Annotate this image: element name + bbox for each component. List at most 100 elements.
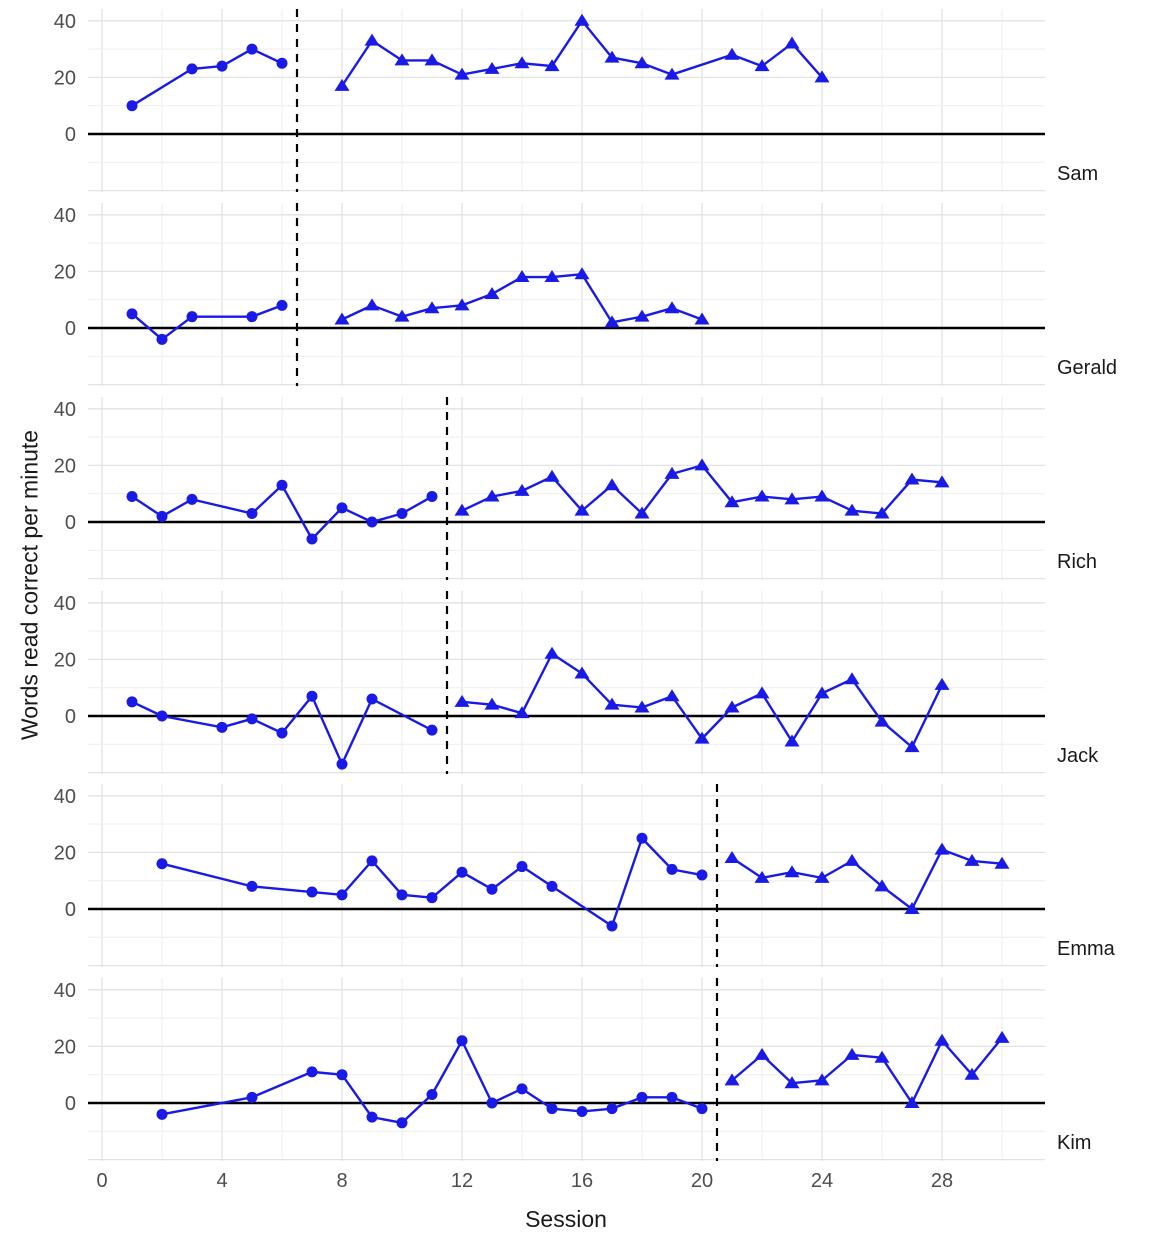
data-point-triangle xyxy=(754,1047,770,1060)
data-point-triangle xyxy=(784,865,800,878)
data-point-triangle xyxy=(604,478,620,491)
data-point-triangle xyxy=(394,53,410,66)
data-point-triangle xyxy=(334,312,350,325)
data-point-triangle xyxy=(364,298,380,311)
data-point-triangle xyxy=(664,301,680,314)
data-point-triangle xyxy=(814,870,830,883)
data-point-triangle xyxy=(364,33,380,46)
data-point-triangle xyxy=(544,270,560,283)
data-point-circle xyxy=(636,1091,648,1103)
y-tick-label: 0 xyxy=(65,512,76,534)
data-point-triangle xyxy=(874,506,890,519)
data-point-triangle xyxy=(784,1076,800,1089)
baseline-line xyxy=(131,484,433,541)
data-point-circle xyxy=(696,869,708,881)
data-point-circle xyxy=(336,758,348,770)
data-point-triangle xyxy=(754,489,770,502)
data-point-triangle xyxy=(784,36,800,49)
data-point-circle xyxy=(276,727,288,739)
y-tick-label: 20 xyxy=(54,649,76,671)
data-point-triangle xyxy=(814,1073,830,1086)
data-point-triangle xyxy=(574,666,590,679)
data-point-circle xyxy=(246,713,258,725)
data-point-circle xyxy=(156,858,168,870)
baseline-line xyxy=(131,304,283,341)
data-point-circle xyxy=(696,1103,708,1115)
x-tick-label: 4 xyxy=(216,1170,227,1192)
data-point-circle xyxy=(216,721,228,733)
y-tick-label: 20 xyxy=(54,67,76,89)
data-point-triangle xyxy=(574,267,590,280)
data-point-triangle xyxy=(904,1096,920,1108)
data-point-triangle xyxy=(484,489,500,502)
data-point-triangle xyxy=(874,714,890,727)
intervention-line xyxy=(731,1037,1003,1105)
y-tick-label: 40 xyxy=(54,593,76,615)
data-point-circle xyxy=(246,43,258,55)
data-point-triangle xyxy=(934,677,950,690)
data-point-circle xyxy=(306,690,318,702)
y-tick-label: 20 xyxy=(54,1036,76,1058)
data-point-triangle xyxy=(514,706,530,719)
data-point-triangle xyxy=(664,689,680,702)
y-tick-label: 0 xyxy=(65,124,76,146)
data-point-triangle xyxy=(814,489,830,502)
data-point-circle xyxy=(126,696,138,708)
data-point-triangle xyxy=(334,78,350,91)
data-point-triangle xyxy=(934,475,950,488)
data-point-triangle xyxy=(904,740,920,753)
x-tick-label: 16 xyxy=(571,1170,593,1192)
data-point-circle xyxy=(606,1103,618,1115)
data-point-circle xyxy=(216,60,228,72)
data-point-triangle xyxy=(934,1033,950,1046)
intervention-line xyxy=(731,848,1003,911)
data-point-circle xyxy=(246,311,258,323)
data-point-circle xyxy=(276,57,288,69)
data-point-triangle xyxy=(634,309,650,322)
data-point-triangle xyxy=(544,469,560,482)
data-point-triangle xyxy=(604,697,620,710)
data-point-circle xyxy=(426,491,438,503)
x-tick-label: 0 xyxy=(96,1170,107,1192)
data-point-triangle xyxy=(844,672,860,685)
x-tick-label: 20 xyxy=(691,1170,713,1192)
data-point-circle xyxy=(666,863,678,875)
data-point-triangle xyxy=(754,59,770,72)
data-point-triangle xyxy=(874,1050,890,1063)
x-axis-title: Session xyxy=(525,1206,607,1232)
data-point-triangle xyxy=(724,851,740,864)
data-point-circle xyxy=(246,508,258,520)
data-point-circle xyxy=(486,1097,498,1109)
y-tick-label: 40 xyxy=(54,11,76,33)
y-tick-label: 0 xyxy=(65,899,76,921)
data-point-circle xyxy=(516,1083,528,1095)
data-point-circle xyxy=(156,1108,168,1120)
data-point-triangle xyxy=(574,13,590,26)
data-point-circle xyxy=(336,889,348,901)
data-point-circle xyxy=(516,861,528,873)
intervention-line xyxy=(340,19,823,87)
data-point-triangle xyxy=(814,70,830,83)
data-point-triangle xyxy=(484,61,500,74)
data-point-triangle xyxy=(784,734,800,747)
data-point-circle xyxy=(276,479,288,491)
data-point-triangle xyxy=(424,301,440,314)
data-point-triangle xyxy=(604,315,620,328)
data-point-triangle xyxy=(514,270,530,283)
data-point-triangle xyxy=(874,879,890,892)
y-axis-title: Words read correct per minute xyxy=(16,429,43,741)
data-point-triangle xyxy=(694,731,710,744)
data-point-circle xyxy=(606,920,618,932)
data-point-triangle xyxy=(484,287,500,300)
data-point-triangle xyxy=(454,694,470,707)
data-point-triangle xyxy=(694,458,710,471)
data-point-triangle xyxy=(724,1073,740,1086)
data-point-circle xyxy=(246,880,258,892)
data-point-circle xyxy=(426,724,438,736)
data-point-circle xyxy=(366,693,378,705)
data-point-circle xyxy=(426,892,438,904)
facet-label: Kim xyxy=(1057,1132,1091,1154)
baseline-line xyxy=(161,1039,703,1125)
data-point-circle xyxy=(156,333,168,345)
